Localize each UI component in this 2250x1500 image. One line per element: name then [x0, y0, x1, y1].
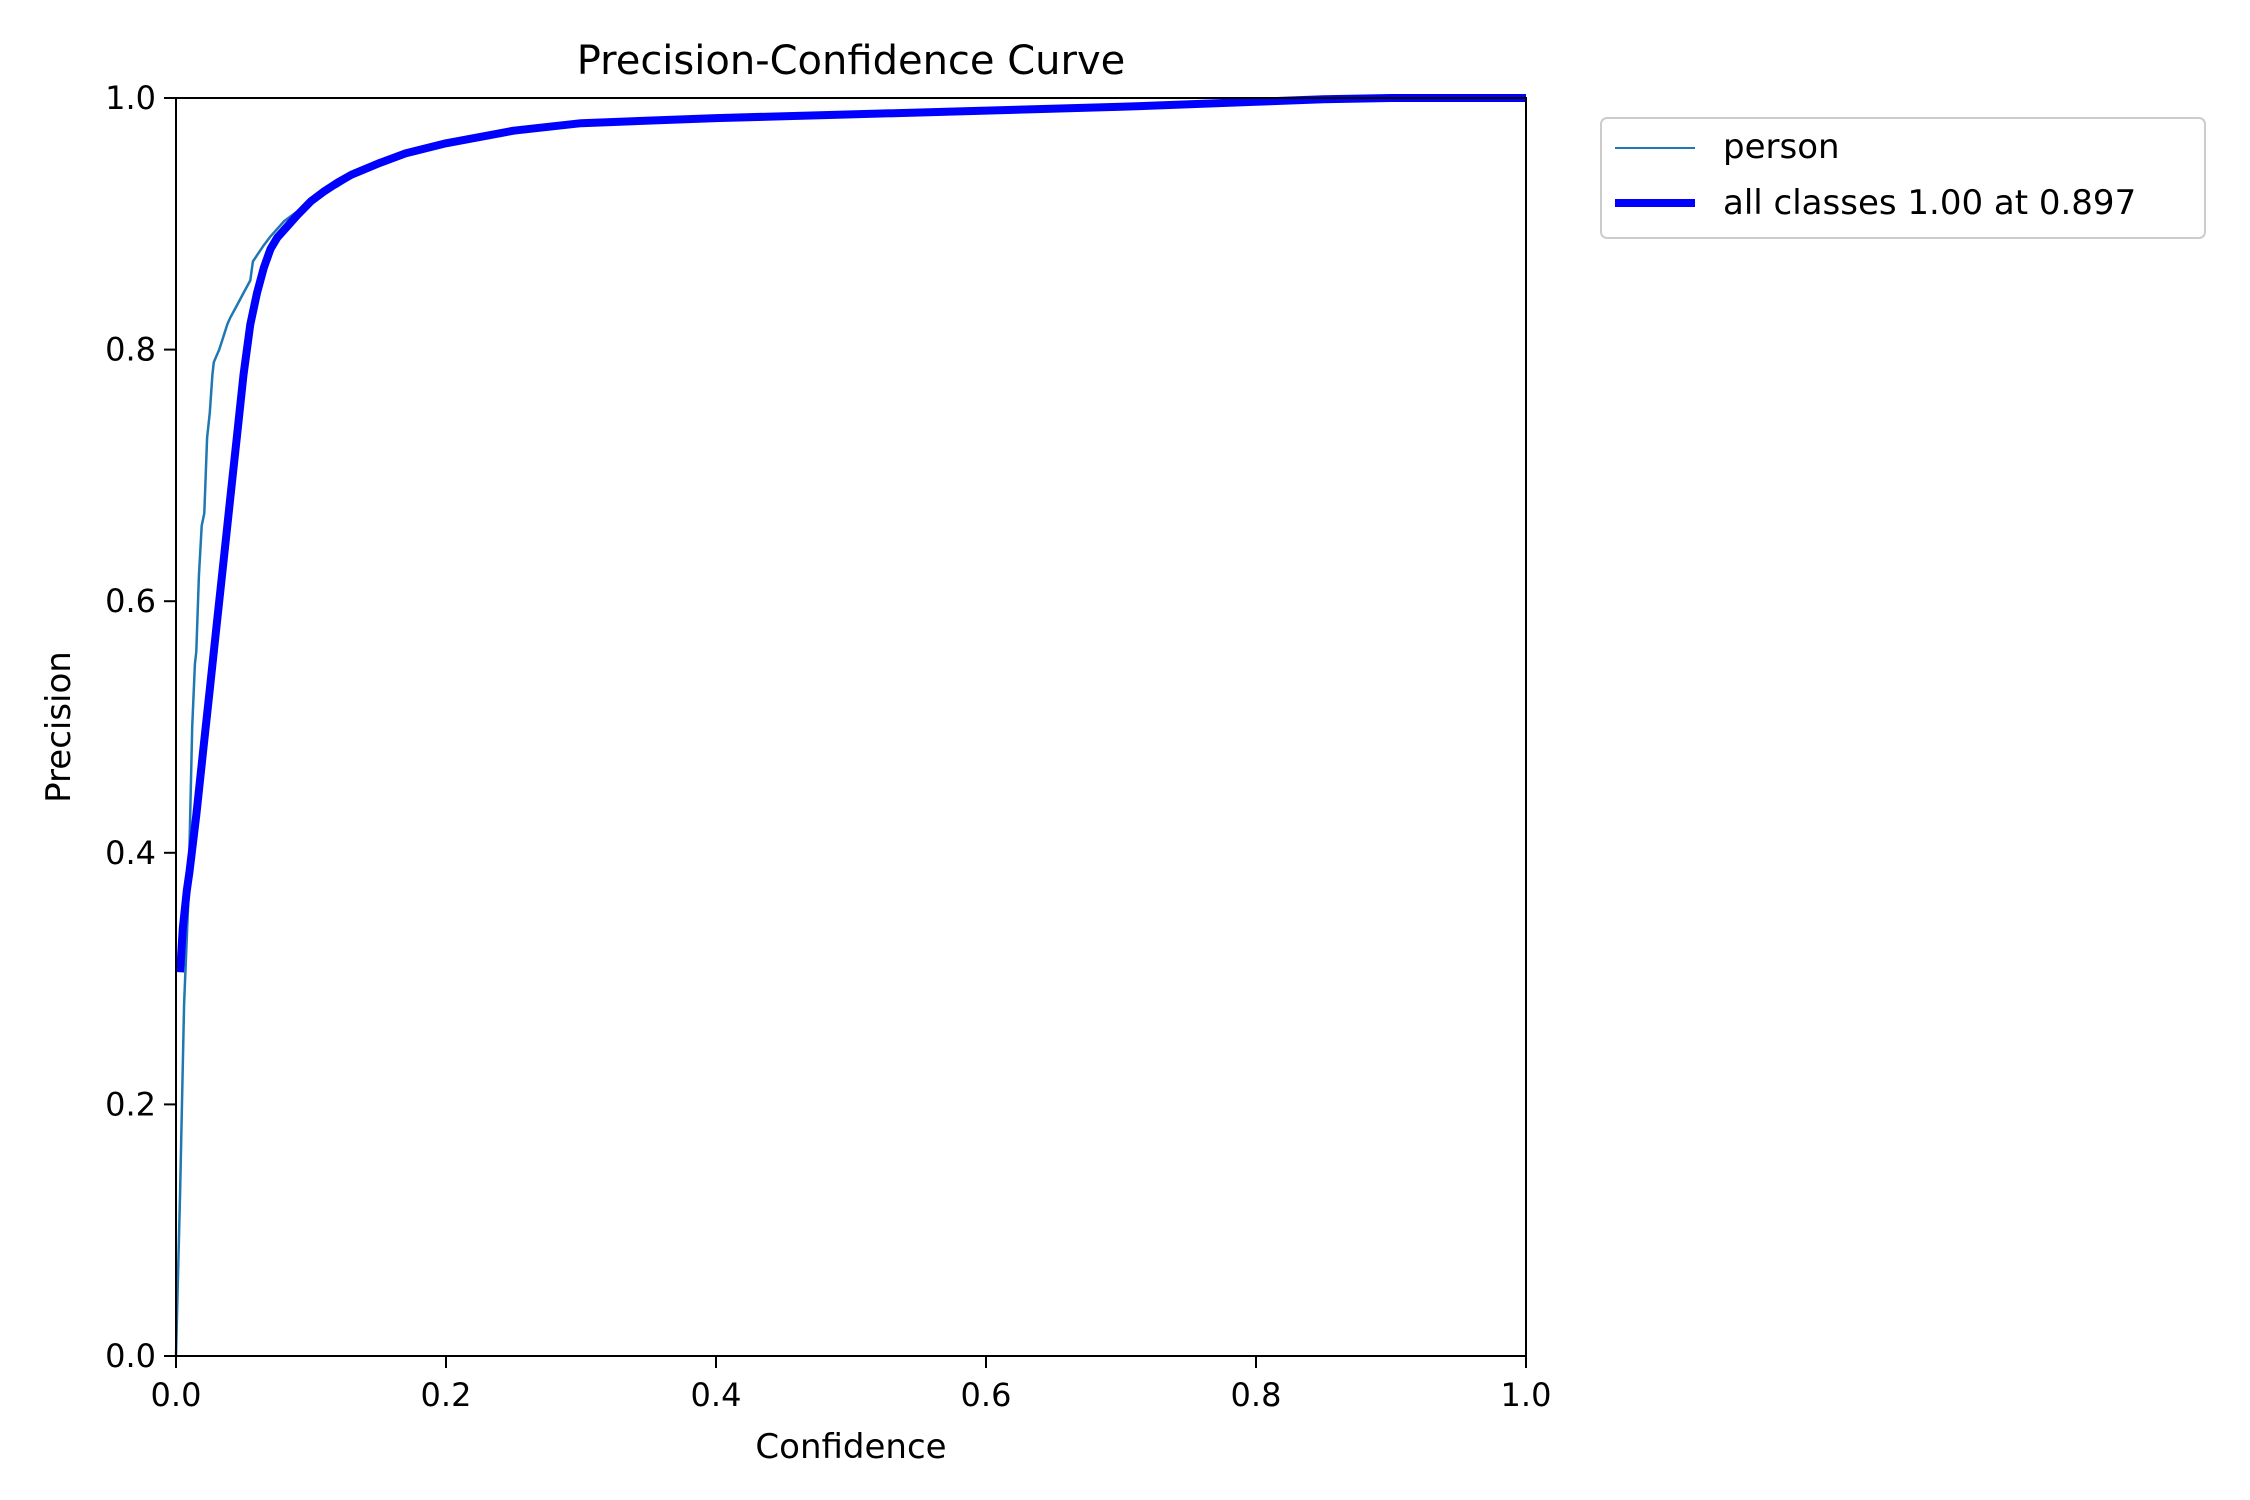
y-tick-label: 0.0: [105, 1337, 156, 1375]
x-axis-label: Confidence: [755, 1427, 946, 1467]
x-axis-ticks: 0.0 0.2 0.4 0.6 0.8 1.0: [151, 1356, 1552, 1414]
x-tick-label: 0.0: [151, 1376, 202, 1414]
x-tick-label: 0.2: [421, 1376, 472, 1414]
y-tick-label: 0.8: [105, 331, 156, 369]
y-tick-label: 0.6: [105, 582, 156, 620]
y-tick-label: 1.0: [105, 79, 156, 117]
y-axis-ticks: 0.0 0.2 0.4 0.6 0.8 1.0: [105, 79, 176, 1375]
legend-label-all-classes: all classes 1.00 at 0.897: [1723, 183, 2136, 223]
y-axis-label: Precision: [39, 651, 79, 803]
x-tick-label: 0.8: [1231, 1376, 1282, 1414]
y-tick-label: 0.4: [105, 834, 156, 872]
x-tick-label: 1.0: [1501, 1376, 1552, 1414]
x-tick-label: 0.4: [691, 1376, 742, 1414]
chart-title: Precision-Confidence Curve: [577, 38, 1126, 84]
legend-frame: [1600, 117, 2206, 239]
series-layer: [174, 94, 1526, 1357]
legend-label-person: person: [1723, 127, 1840, 167]
legend: person all classes 1.00 at 0.897: [1600, 117, 2206, 239]
x-tick-label: 0.6: [961, 1376, 1012, 1414]
series-line-all-classes: [176, 94, 1526, 973]
y-tick-label: 0.2: [105, 1085, 156, 1123]
plot-frame: [175, 97, 1527, 1357]
